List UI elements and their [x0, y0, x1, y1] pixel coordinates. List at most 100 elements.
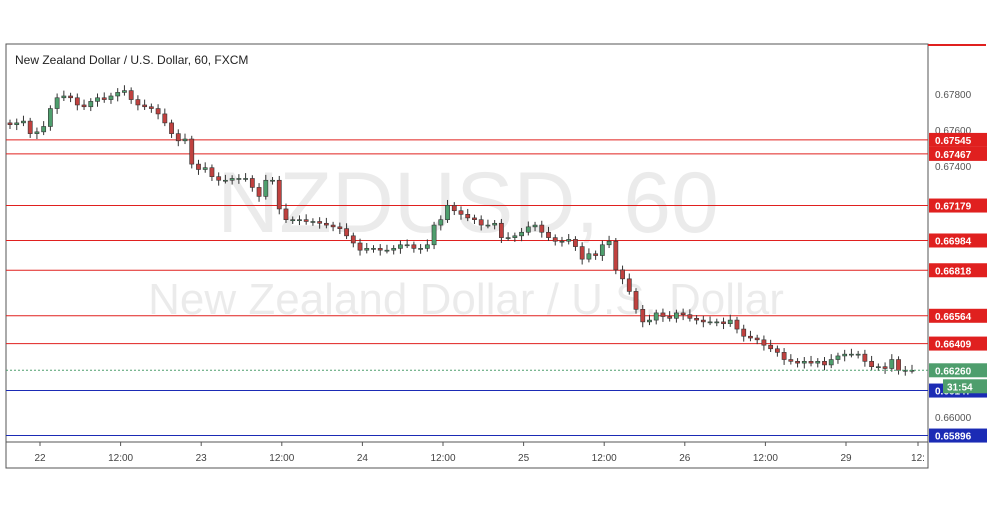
countdown-label: 31:54: [947, 382, 973, 393]
candle-body: [680, 312, 686, 316]
candle-body: [768, 344, 774, 350]
candle-body: [862, 353, 868, 362]
candle-body: [478, 219, 484, 226]
candle-body: [633, 291, 639, 310]
candle-body: [14, 122, 20, 125]
candle-body: [445, 205, 450, 220]
watermark-symbol: NZDUSD, 60: [217, 155, 719, 251]
chart-title: New Zealand Dollar / U.S. Dollar, 60, FX…: [15, 53, 248, 67]
candle-body: [384, 249, 390, 252]
candle-body: [761, 339, 767, 346]
candle-body: [41, 126, 47, 133]
candle-body: [869, 361, 874, 368]
candle-body: [142, 104, 148, 108]
candle-body: [68, 95, 73, 99]
candle-body: [647, 319, 652, 323]
candle-body: [88, 101, 94, 108]
time-tick-label: 26: [679, 453, 691, 464]
time-tick-label: 25: [518, 453, 530, 464]
candle-body: [849, 353, 854, 356]
candle-body: [552, 237, 558, 242]
candle-body: [249, 178, 255, 188]
candle-body: [842, 353, 848, 357]
level-price-label: 0.67545: [935, 136, 972, 147]
horizontal-levels[interactable]: 0.67545 0.67467 0.67179 0.66984 0.66818 0.665…: [6, 44, 987, 443]
candle-body: [424, 244, 430, 249]
time-tick-label: 22: [34, 453, 46, 464]
candle-body: [323, 222, 329, 226]
candle-body: [175, 133, 181, 142]
candle-body: [687, 314, 693, 319]
level-price-tag: [929, 233, 987, 248]
candle-body: [875, 366, 881, 369]
candle-body: [128, 90, 134, 100]
candle-body: [54, 97, 60, 109]
candle-body: [499, 222, 504, 238]
level-price-label: 0.66818: [935, 266, 972, 277]
candlesticks: [7, 85, 915, 376]
time-axis-ticks: 22 12:00 23 12:00 24 12:00 25 12:00 26 12:00 29 12:: [34, 442, 925, 464]
level-price-tag: [929, 428, 987, 443]
candle-body: [27, 120, 33, 134]
candle-body: [532, 224, 538, 228]
candle-body: [795, 361, 800, 364]
candle-body: [108, 95, 114, 100]
time-tick-label: 29: [840, 453, 852, 464]
level-price-label: 0.66984: [935, 236, 972, 247]
candle-body: [579, 246, 585, 260]
candle-body: [182, 138, 188, 142]
level-price-label: 0.67179: [935, 202, 972, 213]
candle-body: [411, 244, 417, 249]
candle-body: [539, 224, 545, 233]
time-tick-label: 24: [357, 453, 369, 464]
price-tick-label: 0.67600: [935, 126, 972, 137]
candle-body: [95, 97, 100, 102]
candle-body: [599, 244, 605, 256]
candle-body: [283, 208, 289, 220]
candle-body: [606, 240, 612, 246]
candle-body: [391, 248, 397, 251]
candle-body: [317, 221, 323, 224]
candle-body: [169, 122, 174, 134]
candle-body: [546, 231, 551, 238]
candle-body: [593, 253, 599, 256]
candle-body: [613, 240, 619, 271]
candle-body: [115, 92, 121, 97]
price-tick-label: 0.67400: [935, 162, 972, 173]
candle-body: [74, 97, 80, 106]
candle-body: [290, 219, 296, 221]
candle-body: [418, 248, 423, 250]
candle-body: [566, 239, 572, 242]
candle-body: [788, 359, 794, 362]
candle-body: [451, 205, 457, 212]
candle-body: [148, 106, 154, 109]
time-tick-label: 12:00: [592, 453, 617, 464]
candle-body: [270, 179, 275, 182]
candle-body: [815, 361, 821, 364]
level-price-label: 0.66564: [935, 312, 972, 323]
candle-body: [700, 319, 706, 323]
candle-body: [350, 235, 356, 244]
candle-body: [7, 122, 13, 125]
candle-body: [229, 178, 235, 181]
time-tick-label: 12:00: [108, 453, 133, 464]
candle-body: [276, 179, 282, 210]
candle-body: [155, 108, 161, 115]
candle-body: [653, 312, 659, 321]
current-price-tag: [929, 363, 987, 378]
time-tick-label: 23: [196, 453, 208, 464]
candle-body: [828, 359, 834, 366]
candle-body: [781, 352, 787, 360]
current-price: 0.66260 31:54: [6, 363, 987, 394]
candle-body: [754, 337, 760, 341]
level-price-tag: [929, 308, 987, 323]
price-tick-label: 0.66000: [935, 413, 972, 424]
candle-body: [485, 224, 491, 227]
candle-body: [303, 219, 309, 222]
candle-body: [822, 361, 827, 366]
candle-body: [310, 221, 316, 223]
candle-body: [721, 321, 726, 324]
candle-body: [734, 319, 740, 330]
